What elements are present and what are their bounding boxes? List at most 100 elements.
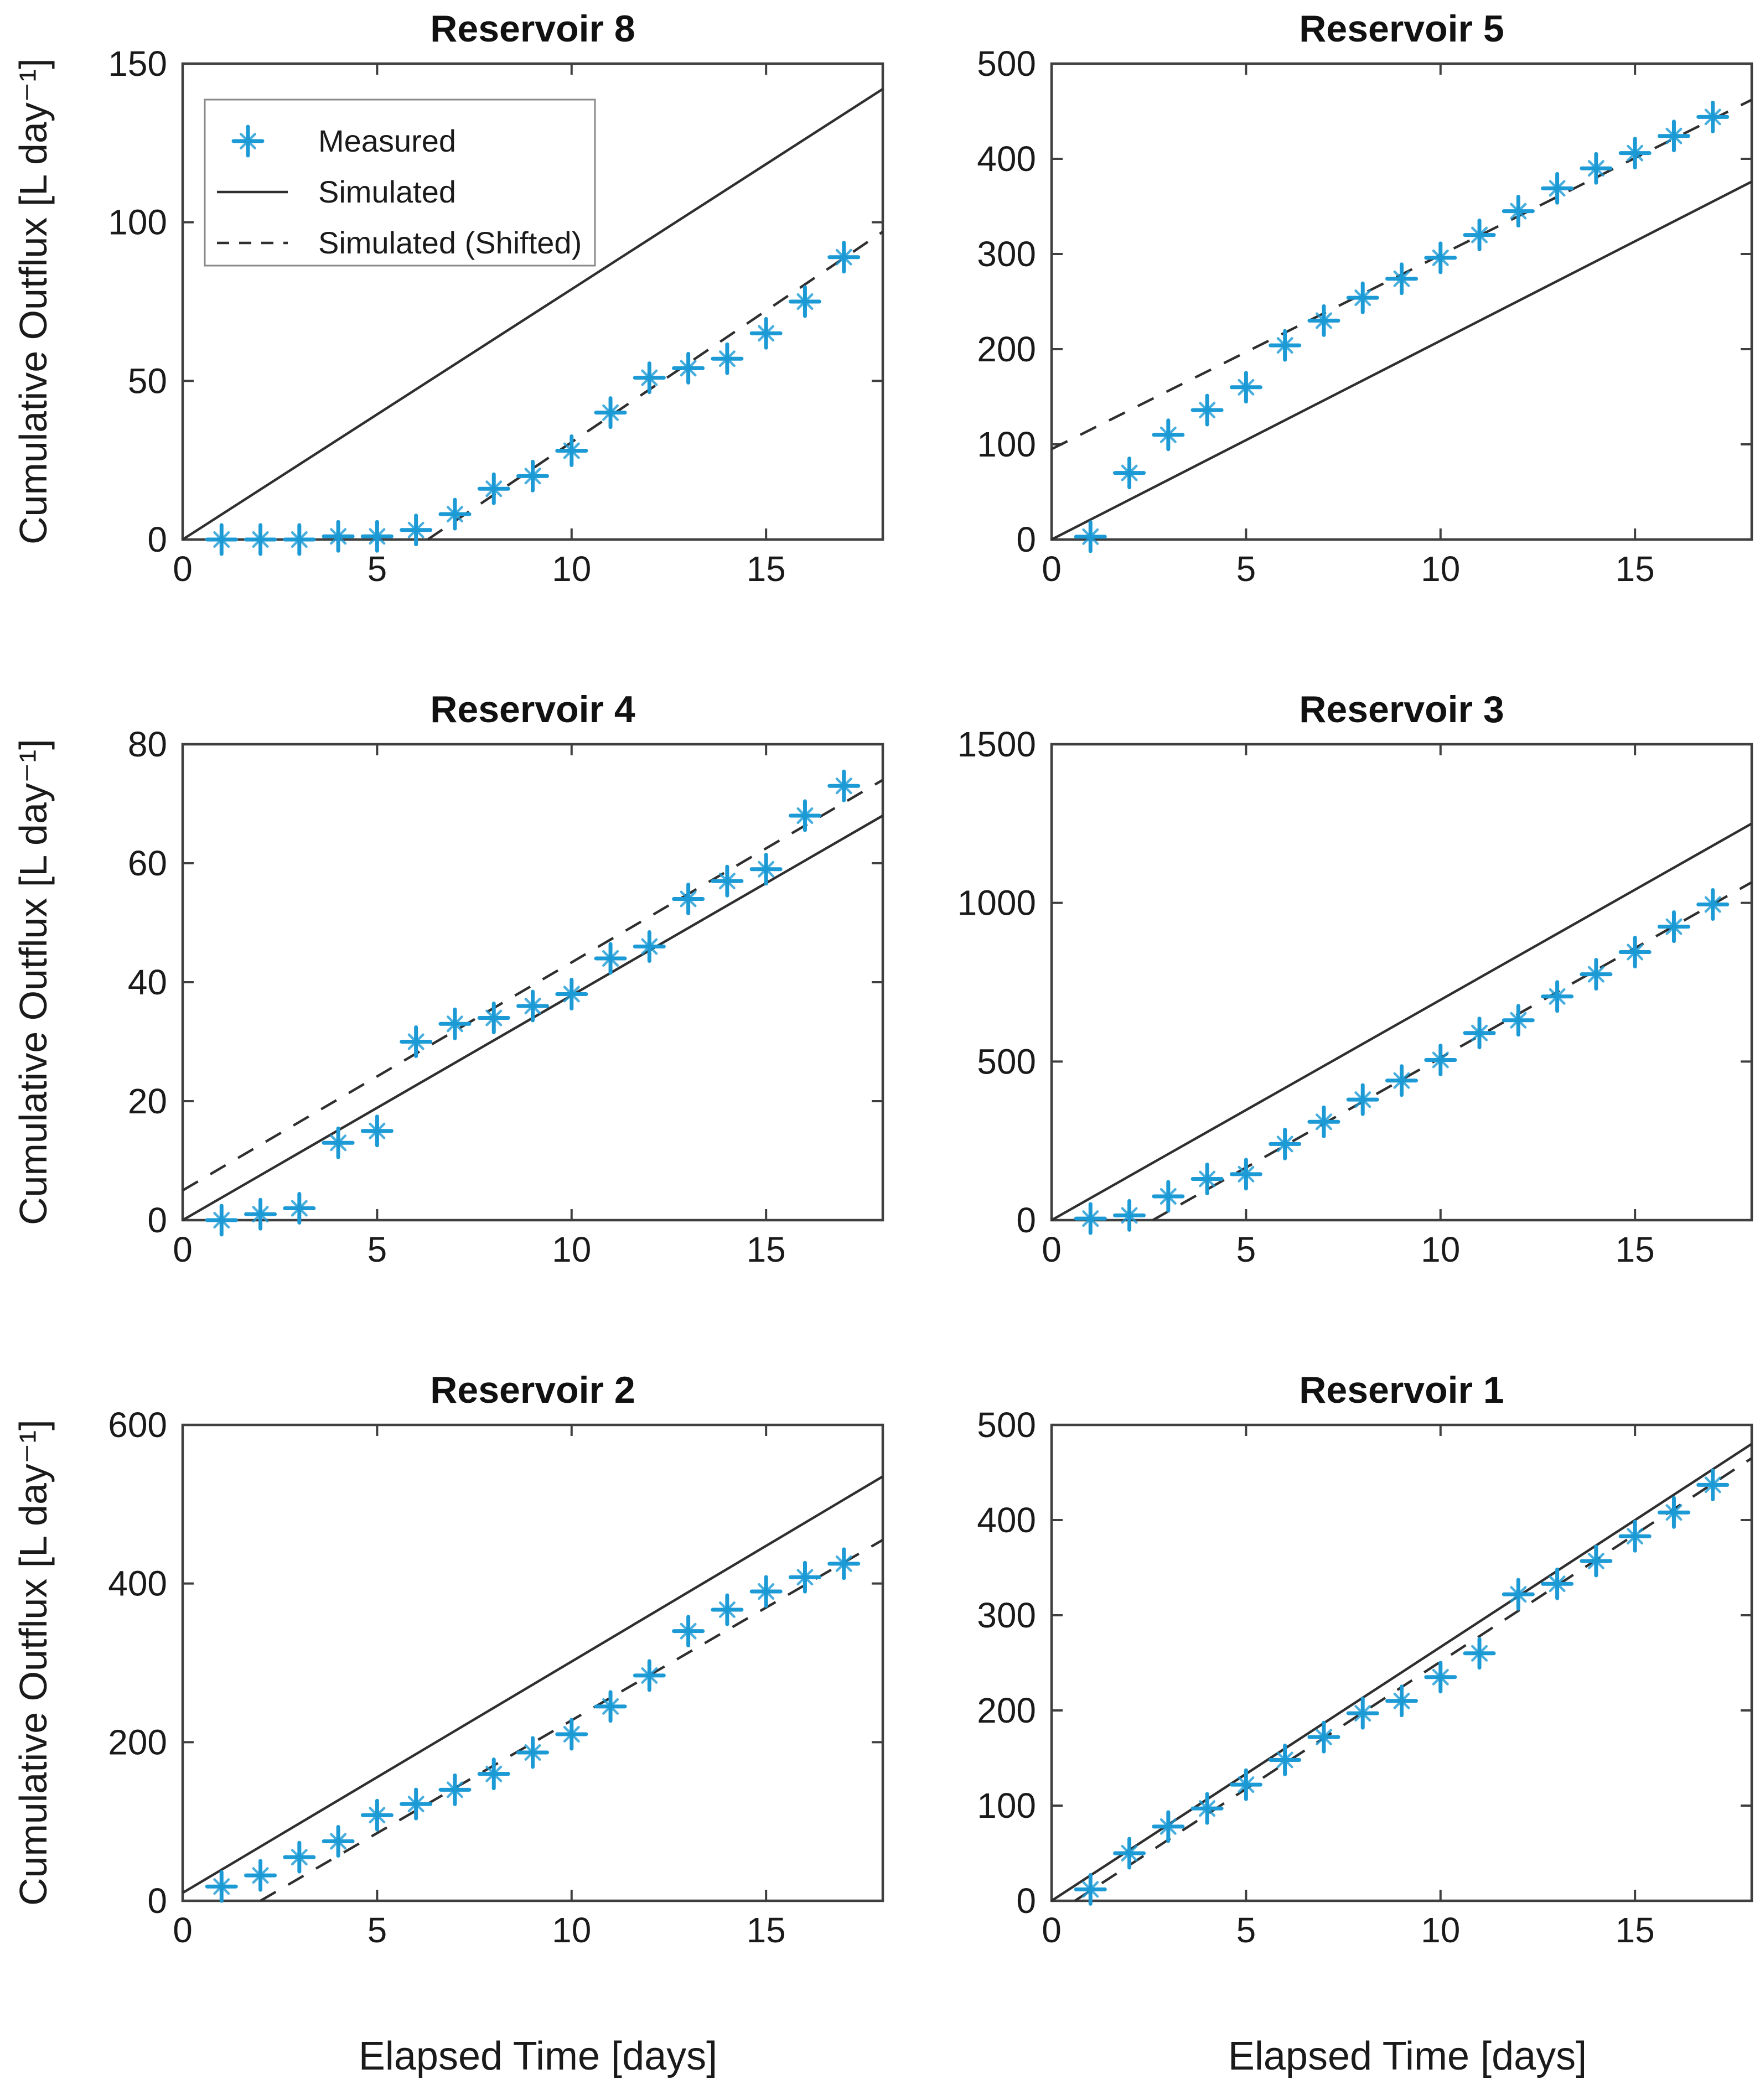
axes-box <box>181 1423 884 1902</box>
y-tick-label: 400 <box>977 139 1036 179</box>
x-tick-label: 0 <box>173 1910 193 1950</box>
plot-canvas-reservoir-3: Reservoir 3 0 5 10 15 0 500 1000 1500 <box>957 689 1753 1269</box>
measured-marker <box>283 523 316 556</box>
measured-marker <box>477 1002 510 1034</box>
measured-marker <box>438 1007 472 1040</box>
simulated-shifted-line <box>427 231 884 541</box>
measured-series <box>1074 888 1730 1235</box>
y-tick-label: 100 <box>977 424 1036 464</box>
measured-marker <box>1580 958 1613 991</box>
measured-marker <box>1190 1792 1224 1825</box>
subplot-reservoir-2: Cumulative Outflux [L day⁻¹] Reservoir 2… <box>6 1370 902 1956</box>
y-tick-label: 500 <box>977 1405 1036 1445</box>
measured-marker <box>438 1773 472 1806</box>
measured-marker <box>555 978 588 1010</box>
measured-marker <box>594 1690 627 1723</box>
y-tick-label: 0 <box>1016 1200 1036 1240</box>
measured-marker <box>749 317 783 350</box>
x-tick-label: 5 <box>367 549 387 589</box>
legend: Measured Simulated Simulated (Shifted) <box>204 98 596 267</box>
measured-marker <box>1346 281 1379 314</box>
y-tick-label: 500 <box>977 44 1036 84</box>
measured-marker <box>1502 195 1535 228</box>
measured-marker <box>749 1575 783 1608</box>
measured-marker <box>438 497 472 531</box>
legend-label: Simulated <box>318 174 456 209</box>
x-axis-ticks: 0 5 10 15 <box>1042 64 1655 589</box>
measured-marker <box>1385 1684 1418 1718</box>
measured-marker <box>1618 936 1652 969</box>
x-tick-label: 0 <box>1042 549 1062 589</box>
measured-marker <box>1152 418 1185 452</box>
plot-canvas-reservoir-2: Reservoir 2 0 5 10 15 0 200 400 600 <box>108 1370 884 1950</box>
subplot-reservoir-8: Cumulative Outflux [L day⁻¹] Reservoir 8… <box>6 8 902 595</box>
measured-marker <box>1229 1768 1262 1801</box>
axes-box <box>1050 62 1753 541</box>
y-tick-label: 60 <box>128 843 167 883</box>
legend-box <box>204 98 596 267</box>
y-tick-label: 150 <box>108 44 167 84</box>
measured-marker <box>1424 241 1457 274</box>
measured-marker <box>244 1197 277 1231</box>
plot-canvas-reservoir-8: Reservoir 80 5 10 15050100150MeasuredSimula… <box>108 8 884 589</box>
subplot-reservoir-4: Cumulative Outflux [L day⁻¹] Reservoir 4… <box>6 689 902 1275</box>
simulated-shifted-line <box>182 779 884 1192</box>
measured-marker <box>1074 520 1107 553</box>
measured-marker <box>594 942 627 975</box>
measured-marker <box>711 342 744 375</box>
y-tick-label: 40 <box>128 962 167 1002</box>
measured-marker <box>711 864 744 898</box>
y-tick-label: 600 <box>108 1405 167 1445</box>
x-tick-label: 10 <box>552 549 591 589</box>
y-axis-ticks: 0 20 40 60 80 <box>128 724 883 1240</box>
measured-marker <box>1463 1637 1496 1670</box>
measured-marker-legend <box>231 125 265 158</box>
measured-series <box>205 241 861 556</box>
measured-marker <box>1229 371 1262 404</box>
measured-marker <box>516 989 549 1023</box>
simulated-line <box>1050 822 1753 1221</box>
plot-canvas-reservoir-5: Reservoir 5 0 5 10 15 0 100 200 300 400 500 <box>977 8 1753 589</box>
measured-marker <box>1618 137 1652 170</box>
x-tick-label: 10 <box>552 1230 591 1269</box>
y-tick-label: 50 <box>128 361 167 401</box>
measured-marker <box>516 459 549 492</box>
measured-marker <box>477 1757 510 1791</box>
measured-marker <box>1113 457 1146 490</box>
measured-marker <box>1424 1043 1457 1076</box>
x-tick-label: 15 <box>747 1230 786 1269</box>
x-tick-label: 15 <box>1616 549 1655 589</box>
measured-marker <box>1463 219 1496 252</box>
measured-marker <box>360 1114 394 1148</box>
measured-marker <box>827 769 861 802</box>
y-tick-label: 80 <box>128 724 167 764</box>
x-tick-label: 5 <box>367 1910 387 1950</box>
measured-marker <box>1696 888 1730 921</box>
measured-marker <box>1269 1743 1302 1776</box>
measured-marker <box>322 1825 355 1858</box>
x-tick-label: 15 <box>747 549 786 589</box>
x-tick-label: 5 <box>1236 1230 1256 1269</box>
measured-marker <box>283 1840 316 1874</box>
measured-marker <box>594 396 627 429</box>
y-axis-label: Cumulative Outflux [L day⁻¹] <box>12 58 55 545</box>
x-axis-label-row: Elapsed Time [days] Elapsed Time [days] <box>6 2028 1760 2100</box>
y-axis-ticks: 0 100 200 300 400 500 <box>977 44 1752 559</box>
measured-marker <box>1152 1810 1185 1843</box>
plot-title: Reservoir 2 <box>430 1370 635 1411</box>
measured-marker <box>360 1798 394 1832</box>
y-tick-label: 200 <box>977 329 1036 369</box>
simulated-shifted-line <box>1074 1457 1753 1902</box>
measured-marker <box>555 434 588 467</box>
measured-marker <box>1113 1199 1146 1232</box>
measured-marker <box>1696 1468 1730 1501</box>
measured-marker <box>322 520 355 553</box>
measured-marker <box>205 1204 238 1237</box>
measured-marker <box>672 1615 705 1648</box>
x-axis-label: Elapsed Time [days] <box>358 2034 718 2078</box>
plot-title: Reservoir 8 <box>430 8 635 50</box>
x-tick-label: 10 <box>1421 549 1460 589</box>
simulated-line <box>182 87 884 541</box>
measured-marker <box>788 799 821 832</box>
plot-canvas-reservoir-1: Reservoir 1 0 5 10 15 0 100 200 300 400 500 <box>977 1370 1753 1950</box>
